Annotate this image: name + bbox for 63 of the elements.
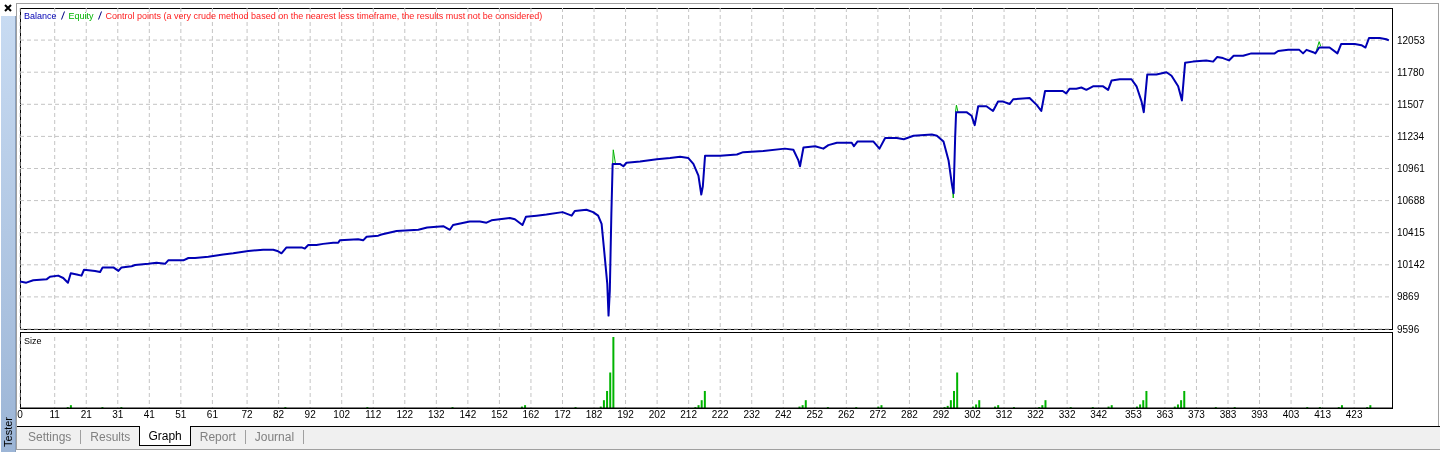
y-tick-label: 10415 <box>1397 227 1426 239</box>
x-tick-label: 122 <box>396 409 414 421</box>
x-tick-label: 92 <box>304 409 317 421</box>
y-tick-label: 9596 <box>1397 323 1420 335</box>
text: Journal <box>254 430 295 444</box>
x-tick-label: 11 <box>49 409 61 421</box>
x-tick-label: 242 <box>774 409 793 421</box>
x-tick-label: 102 <box>333 409 351 421</box>
x-tick-label: 393 <box>1251 409 1269 421</box>
x-tick-label: 353 <box>1125 409 1143 421</box>
text: Report <box>199 430 236 444</box>
x-tick-label: 282 <box>901 409 919 421</box>
text: Settings <box>28 430 72 444</box>
x-tick-label: 373 <box>1188 409 1206 421</box>
x-tick-label: 342 <box>1090 409 1108 421</box>
x-tick-label: 322 <box>1027 409 1045 421</box>
x-tick-label: 21 <box>80 409 93 421</box>
x-tick-label: 72 <box>241 409 254 421</box>
y-tick-label: 10961 <box>1397 163 1426 175</box>
x-tick-label: 82 <box>273 409 285 421</box>
y-tick-label: 11234 <box>1397 130 1425 142</box>
x-tick-label: 232 <box>743 409 761 421</box>
x-tick-label: 413 <box>1314 409 1332 421</box>
y-tick-label: 10142 <box>1397 259 1426 271</box>
annotation: Control points (a very crude method based on the nearest less timeframe, the results must not be considered) <box>105 11 543 21</box>
x-tick-label: 292 <box>932 409 950 421</box>
x-tick-label: 222 <box>711 409 729 421</box>
x-tick-label: 332 <box>1058 409 1076 421</box>
x-tick-label: 403 <box>1282 409 1300 421</box>
x-tick-label: 262 <box>838 409 856 421</box>
y-tick-label: 11507 <box>1397 98 1425 110</box>
x-tick-label: 182 <box>585 409 603 421</box>
x-tick-label: 172 <box>554 409 572 421</box>
x-tick-label: 61 <box>206 409 219 421</box>
x-tick-label: 132 <box>427 409 446 421</box>
x-tick-label: 31 <box>112 409 124 421</box>
x-tick-label: 0 <box>17 409 24 421</box>
y-tick-label: 9869 <box>1397 291 1420 303</box>
text: Results <box>90 430 131 444</box>
x-tick-label: 192 <box>617 409 635 421</box>
x-tick-label: 41 <box>143 409 156 421</box>
x-tick-label: 152 <box>491 409 509 421</box>
text: Tester <box>2 417 14 447</box>
x-tick-label: 423 <box>1345 409 1363 421</box>
x-tick-label: 312 <box>995 409 1013 421</box>
x-tick-label: 383 <box>1219 409 1237 421</box>
x-tick-label: 162 <box>522 409 540 421</box>
x-tick-label: 112 <box>365 409 382 421</box>
x-tick-label: 302 <box>964 409 982 421</box>
x-tick-label: 363 <box>1156 409 1174 421</box>
text: Equity <box>68 11 94 21</box>
y-tick-label: 11780 <box>1397 66 1425 78</box>
x-tick-label: 202 <box>648 409 666 421</box>
text: Graph <box>148 429 182 443</box>
chart-title: Size <box>24 336 42 346</box>
text: Balance <box>24 11 57 21</box>
x-tick-label: 252 <box>806 409 824 421</box>
y-tick-label: 10688 <box>1397 195 1426 207</box>
x-tick-label: 142 <box>459 409 477 421</box>
x-tick-label: 51 <box>175 409 187 421</box>
x-tick-label: 272 <box>869 409 887 421</box>
y-tick-label: 12053 <box>1397 34 1426 46</box>
x-tick-label: 212 <box>680 409 698 421</box>
